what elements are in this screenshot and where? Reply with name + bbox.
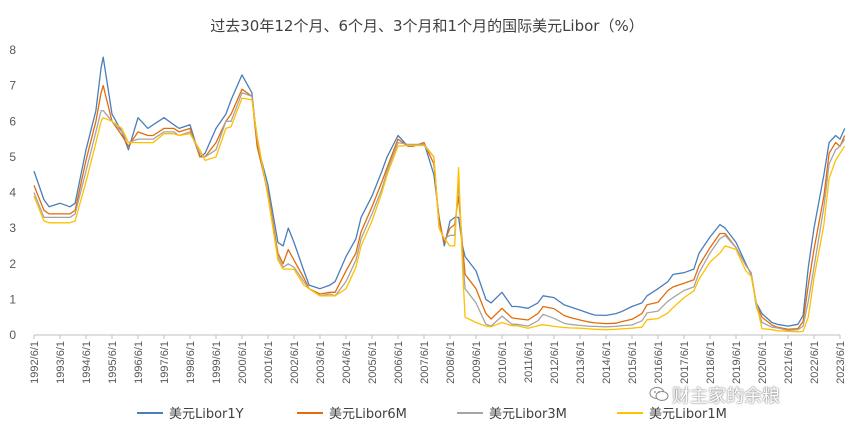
x-tick-label: 2001/6/1 bbox=[263, 341, 275, 384]
x-tick-label: 2019/6/1 bbox=[731, 341, 743, 384]
x-tick-label: 2016/6/1 bbox=[653, 341, 665, 384]
legend-label: 美元Libor1M bbox=[649, 407, 727, 422]
x-tick-label: 2014/6/1 bbox=[601, 341, 613, 384]
x-tick-label: 2017/6/1 bbox=[679, 341, 691, 384]
x-tick-label: 1992/6/1 bbox=[29, 341, 41, 384]
y-tick-label: 6 bbox=[9, 114, 16, 128]
x-tick-label: 1999/6/1 bbox=[211, 341, 223, 384]
y-tick-label: 5 bbox=[9, 150, 16, 164]
wechat-icon bbox=[649, 387, 669, 401]
x-tick-label: 1998/6/1 bbox=[185, 341, 197, 384]
y-tick-label: 0 bbox=[9, 328, 16, 342]
x-tick-label: 2009/6/1 bbox=[471, 341, 483, 384]
legend: 美元Libor1Y 美元Libor6M 美元Libor3M 美元Libor1M bbox=[137, 407, 727, 422]
series-line-0 bbox=[33, 56, 846, 327]
y-tick-label: 8 bbox=[9, 43, 16, 57]
legend-label: 美元Libor6M bbox=[329, 407, 407, 422]
series-line-1 bbox=[33, 84, 846, 330]
x-tick-label: 1997/6/1 bbox=[159, 341, 171, 384]
y-tick-label: 2 bbox=[9, 257, 16, 271]
x-tick-label: 2008/6/1 bbox=[445, 341, 457, 384]
y-tick-label: 3 bbox=[9, 221, 16, 235]
watermark-text: 财主家的余粮 bbox=[672, 386, 780, 407]
x-tick-label: 2000/6/1 bbox=[237, 341, 249, 384]
x-tick-label: 2022/6/1 bbox=[809, 341, 821, 384]
y-tick-label: 7 bbox=[9, 79, 16, 93]
chart-title: 过去30年12个月、6个月、3个月和1个月的国际美元Libor（%） bbox=[210, 17, 643, 35]
x-tick-label: 2015/6/1 bbox=[627, 341, 639, 384]
x-tick-label: 1993/6/1 bbox=[55, 341, 67, 384]
x-tick-label: 1995/6/1 bbox=[107, 341, 119, 384]
x-tick-label: 1994/6/1 bbox=[81, 341, 93, 384]
y-tick-label: 4 bbox=[9, 186, 16, 200]
y-tick-label: 1 bbox=[9, 292, 16, 306]
legend-label: 美元Libor3M bbox=[489, 407, 567, 422]
x-tick-label: 2003/6/1 bbox=[315, 341, 327, 384]
x-tick-label: 2004/6/1 bbox=[341, 341, 353, 384]
series-line-2 bbox=[33, 92, 846, 332]
x-tick-label: 2023/6/1 bbox=[835, 341, 847, 384]
x-tick-label: 2021/6/1 bbox=[783, 341, 795, 384]
x-tick-label: 2013/6/1 bbox=[575, 341, 587, 384]
x-tick-label: 2020/6/1 bbox=[757, 341, 769, 384]
x-tick-label: 1996/6/1 bbox=[133, 341, 145, 384]
x-axis: 1992/6/1 1993/6/1 1994/6/1 1995/6/1 1996/6/1… bbox=[29, 334, 847, 384]
x-tick-label: 2005/6/1 bbox=[367, 341, 379, 384]
x-tick-label: 2010/6/1 bbox=[497, 341, 509, 384]
x-tick-label: 2012/6/1 bbox=[549, 341, 561, 384]
x-tick-label: 2006/6/1 bbox=[393, 341, 405, 384]
series-lines bbox=[33, 56, 846, 333]
x-tick-label: 2018/6/1 bbox=[705, 341, 717, 384]
series-line-3 bbox=[33, 97, 846, 333]
legend-label: 美元Libor1Y bbox=[169, 407, 244, 422]
x-tick-label: 2007/6/1 bbox=[419, 341, 431, 384]
x-tick-label: 2002/6/1 bbox=[289, 341, 301, 384]
x-tick-label: 2011/6/1 bbox=[523, 341, 535, 383]
y-axis: 0 1 2 3 4 5 6 7 8 bbox=[9, 43, 16, 342]
